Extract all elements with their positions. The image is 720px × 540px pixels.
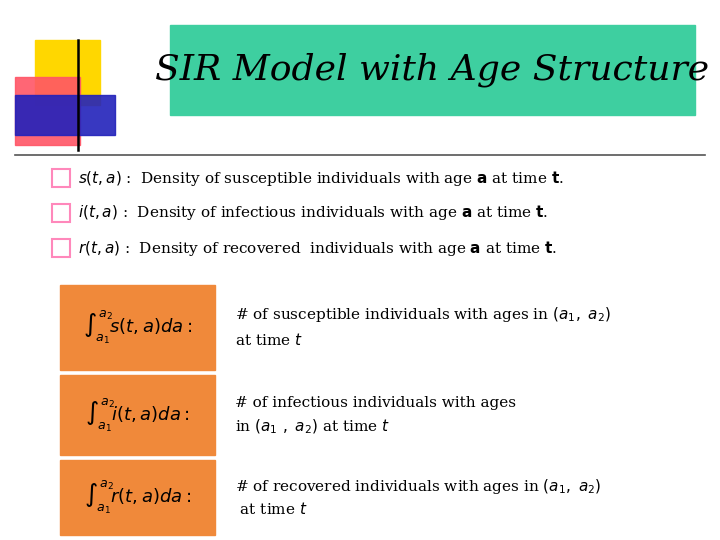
Bar (60, 460, 215, 535)
Text: in $(a_1\ ,\ a_2)$ at time $t$: in $(a_1\ ,\ a_2)$ at time $t$ (235, 418, 390, 436)
Text: # of infectious individuals with ages: # of infectious individuals with ages (235, 396, 516, 410)
Text: $\int_{a_1}^{a_2}\!s(t,a)da:$: $\int_{a_1}^{a_2}\!s(t,a)da:$ (83, 309, 192, 346)
Text: $\mathit{r(t,a)}$ :  Density of recovered  individuals with age $\mathit{\mathbf: $\mathit{r(t,a)}$ : Density of recovered… (78, 239, 557, 258)
Bar (52, 169, 70, 187)
Text: $\mathit{i(t,a)}$ :  Density of infectious individuals with age $\mathit{\mathbf: $\mathit{i(t,a)}$ : Density of infectiou… (78, 204, 549, 222)
Text: $\int_{a_1}^{a_2}\!r(t,a)da:$: $\int_{a_1}^{a_2}\!r(t,a)da:$ (84, 479, 191, 516)
Text: at time $t$: at time $t$ (235, 332, 303, 348)
Bar (52, 204, 70, 222)
Bar (52, 239, 70, 257)
Text: # of susceptible individuals with ages in $(a_1,\ a_2)$: # of susceptible individuals with ages i… (235, 305, 611, 324)
Bar (15, 95, 115, 135)
Text: $\mathit{s(t,a)}$ :  Density of susceptible individuals with age $\mathit{\mathb: $\mathit{s(t,a)}$ : Density of susceptib… (78, 168, 564, 187)
Text: SIR Model with Age Structure: SIR Model with Age Structure (156, 53, 710, 87)
Text: # of recovered individuals with ages in $(a_1,\ a_2)$: # of recovered individuals with ages in … (235, 477, 601, 496)
Bar (15, 77, 80, 145)
Bar (170, 25, 695, 115)
Text: at time $t$: at time $t$ (235, 501, 307, 517)
Text: $\int_{a_1}^{a_2}\!i(t,a)da:$: $\int_{a_1}^{a_2}\!i(t,a)da:$ (85, 396, 190, 434)
Bar (60, 285, 215, 370)
Bar (35, 40, 100, 105)
Bar (60, 375, 215, 455)
